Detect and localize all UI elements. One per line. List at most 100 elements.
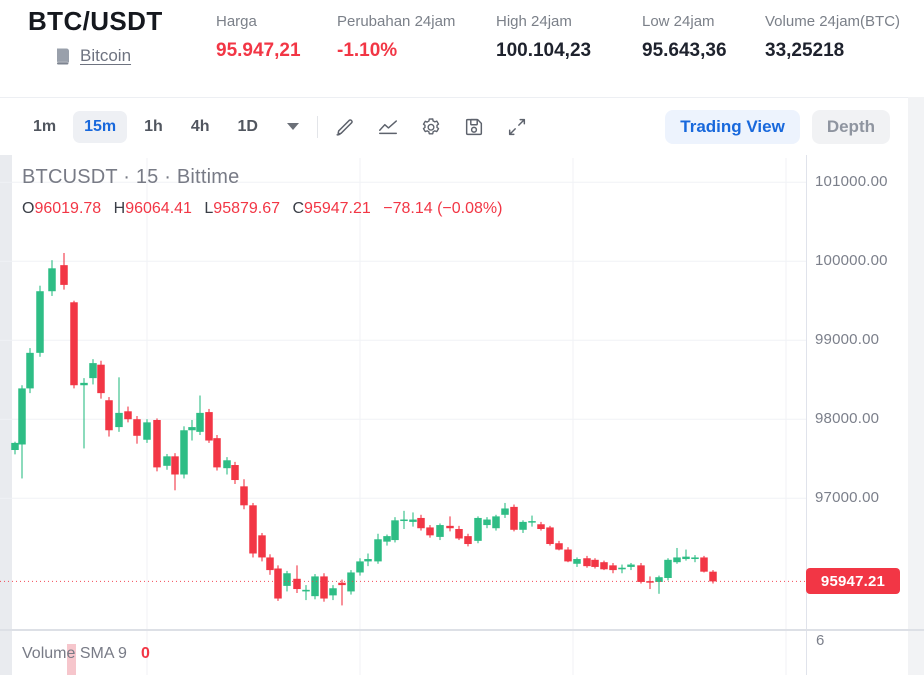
depth-tab[interactable]: Depth — [811, 109, 890, 144]
timeframe-group: 1m 15m 1h 4h 1D — [22, 110, 547, 143]
candle-body — [564, 549, 572, 562]
timeframe-15m[interactable]: 15m — [73, 110, 128, 143]
candle-body — [48, 268, 56, 292]
candle-body — [664, 559, 672, 578]
candle-body — [266, 557, 274, 571]
candle-body — [673, 557, 681, 563]
candle-body — [338, 582, 346, 586]
book-icon — [54, 47, 71, 66]
view-toggle-group: Trading View Depth — [665, 109, 890, 144]
volume-label[interactable]: Volume SMA 9 — [22, 645, 127, 662]
volume-legend: Volume SMA 9 0 — [22, 645, 150, 663]
chart-left-gutter — [0, 155, 12, 675]
candle-body — [240, 486, 248, 506]
chart-area: BTCUSDT · 15 · Bittime O96019.78 H96064.… — [0, 155, 924, 675]
candle-body — [153, 419, 161, 468]
pane-separator[interactable] — [0, 629, 924, 631]
stat-value: 100.104,23 — [496, 40, 592, 61]
ohlc-values: O96019.78 H96064.41 L95879.67 C95947.21 … — [22, 200, 510, 218]
candle-body — [283, 573, 291, 586]
candle-body — [446, 525, 454, 529]
gear-icon — [420, 116, 442, 138]
stat-value: 95.947,21 — [216, 40, 301, 61]
save-button[interactable] — [461, 114, 487, 140]
timeframe-4h[interactable]: 4h — [180, 111, 221, 143]
stat-value: 95.643,36 — [642, 40, 727, 61]
volume-bar — [67, 644, 76, 675]
low-label: L — [204, 200, 214, 217]
volume-scale-label: 6 — [816, 632, 825, 649]
candle-body — [400, 519, 408, 522]
candle-body — [455, 529, 463, 539]
stat-high-24jam: High 24jam 100.104,23 — [496, 13, 591, 62]
fullscreen-button[interactable] — [504, 114, 530, 140]
candle-body — [213, 438, 221, 468]
low-value: 95879.67 — [213, 200, 281, 217]
candle-body — [89, 363, 97, 379]
candle-body — [682, 556, 690, 560]
save-icon — [463, 116, 485, 138]
candle-body — [196, 412, 204, 432]
settings-button[interactable] — [418, 114, 444, 140]
candle-body — [163, 456, 171, 466]
candle-body — [133, 419, 141, 436]
candle-body — [436, 525, 444, 537]
indicators-button[interactable] — [375, 114, 401, 140]
candle-body — [11, 442, 19, 451]
candle-body — [374, 539, 382, 562]
candle-body — [329, 588, 337, 596]
candle-body — [180, 430, 188, 475]
candle-body — [124, 411, 132, 420]
candle-body — [510, 506, 518, 530]
candle-body — [618, 567, 626, 570]
bitcoin-link[interactable]: Bitcoin — [54, 46, 131, 66]
candle-body — [409, 519, 417, 522]
candlestick-chart-canvas[interactable] — [0, 155, 924, 675]
candle-body — [249, 505, 257, 554]
draw-pencil-icon — [334, 116, 356, 138]
chart-symbol-title[interactable]: BTCUSDT · 15 · Bittime — [22, 166, 240, 188]
candle-body — [115, 412, 123, 428]
candle-body — [501, 508, 509, 515]
right-scroll-gutter[interactable] — [908, 97, 924, 675]
timeframe-1h[interactable]: 1h — [133, 111, 174, 143]
change-value: −78.14 (−0.08%) — [383, 200, 503, 217]
timeframe-1m[interactable]: 1m — [22, 111, 67, 143]
candle-body — [700, 557, 708, 572]
candle-body — [26, 352, 34, 389]
candle-body — [426, 527, 434, 536]
candle-body — [105, 400, 113, 431]
candle-body — [258, 535, 266, 558]
candle-body — [583, 558, 591, 567]
trading-view-tab[interactable]: Trading View — [665, 109, 800, 144]
candle-body — [391, 520, 399, 541]
candle-body — [143, 422, 151, 440]
candle-body — [205, 412, 213, 441]
candle-body — [609, 565, 617, 571]
candle-body — [537, 524, 545, 530]
candle-body — [555, 543, 563, 550]
candle-body — [188, 427, 196, 431]
close-value: 95947.21 — [304, 200, 371, 217]
candle-body — [483, 519, 491, 526]
volume-value: 0 — [140, 645, 150, 662]
stat-label: Low 24jam — [642, 13, 715, 30]
chevron-down-icon[interactable] — [286, 123, 299, 130]
open-label: O — [22, 200, 35, 217]
draw-tools-button[interactable] — [332, 114, 358, 140]
last-price-tag: 95947.21 — [806, 568, 900, 595]
stat-volume-24jam: Volume 24jam(BTC) 33,25218 — [765, 13, 900, 62]
line-chart-icon — [377, 116, 399, 138]
candle-body — [383, 536, 391, 542]
stat-label: Perubahan 24jam — [337, 13, 456, 30]
close-label: C — [292, 200, 305, 217]
candle-body — [519, 521, 527, 530]
candle-body — [302, 589, 310, 592]
candle-body — [600, 562, 608, 570]
stat-low-24jam: Low 24jam 95.643,36 — [642, 13, 727, 62]
timeframe-1d[interactable]: 1D — [227, 111, 269, 143]
candle-body — [691, 557, 699, 560]
stat-label: Volume 24jam(BTC) — [765, 13, 901, 30]
candle-body — [591, 559, 599, 567]
